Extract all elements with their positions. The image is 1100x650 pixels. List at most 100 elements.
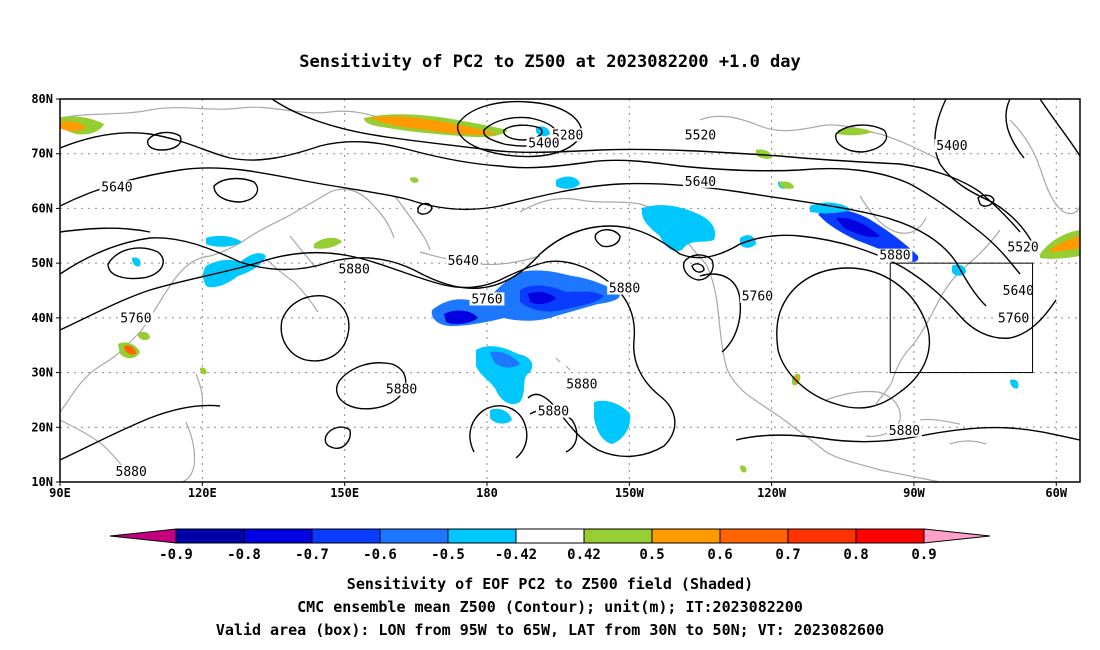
coastline-arctic-canada xyxy=(699,115,941,161)
positive-patch-pacific-2 xyxy=(200,367,207,375)
lat-tick-label-4: 50N xyxy=(31,256,53,270)
contour-label-bg-2 xyxy=(683,128,718,142)
map-frame xyxy=(59,98,1081,483)
lon-tick-label-0: 90E xyxy=(49,486,71,500)
lon-tick-label-2: 150E xyxy=(330,486,359,500)
contour-5640-main xyxy=(60,167,987,307)
colorbar-box-7 xyxy=(651,528,721,544)
contour-label-1: 5400 xyxy=(528,137,559,152)
contour-label-13: 5760 xyxy=(742,290,773,305)
contour-label-bg-4 xyxy=(99,180,135,194)
colorbar-label-3: -0.6 xyxy=(363,547,397,563)
positive-patch-pacific-3 xyxy=(740,465,747,473)
colorbar-label-4: -0.5 xyxy=(431,547,465,563)
colorbar-box-10 xyxy=(855,528,925,544)
lon-tick-label-3: 180 xyxy=(476,486,498,500)
lat-tick-label-3: 40N xyxy=(31,311,53,325)
caption-contour: CMC ensemble mean Z500 (Contour); unit(m… xyxy=(297,598,803,616)
contour-5880-high xyxy=(775,267,931,409)
lat-tick-label-6: 70N xyxy=(31,147,53,161)
colorbar-box-3 xyxy=(379,528,449,544)
lon-tick-label-6: 90W xyxy=(903,486,925,500)
lon-tick-label-5: 120W xyxy=(757,486,787,500)
contour-label-7: 5640 xyxy=(448,254,479,269)
coastline-hudson-bay xyxy=(859,195,927,234)
negative-patch-subtropical xyxy=(594,400,631,444)
contour-closed-siberia-1 xyxy=(213,177,259,203)
positive-patch-nw-corner-core xyxy=(60,121,86,131)
lon-tick-label-4: 150W xyxy=(615,486,645,500)
contour-5520-east xyxy=(934,99,1080,247)
lat-tick-label-1: 20N xyxy=(31,420,53,434)
contour-label-12: 5880 xyxy=(609,282,640,297)
colorbar-low-extend xyxy=(109,528,177,544)
contour-label-bg-7 xyxy=(445,254,481,268)
figure-title: Sensitivity of PC2 to Z500 at 2023082200… xyxy=(299,52,801,72)
colorbar-label-9: 0.7 xyxy=(775,547,800,563)
latitude-axis: 10N 20N 30N 40N 50N 60N 70N 80N xyxy=(31,92,60,489)
colorbar-box-8 xyxy=(719,528,789,544)
colorbar-box-2 xyxy=(311,528,381,544)
colorbar-label-11: 0.9 xyxy=(911,547,936,563)
contour-closed-aleutian xyxy=(594,229,621,248)
contour-5880-closed-1 xyxy=(280,295,350,362)
contour-label-bg-5 xyxy=(683,174,718,188)
positive-patch-canada-2 xyxy=(780,181,794,189)
contour-label-15: 5760 xyxy=(998,312,1029,327)
contour-label-6: 5520 xyxy=(1007,240,1038,255)
colorbar-label-10: 0.8 xyxy=(843,547,868,563)
contour-label-bg-17 xyxy=(564,377,600,391)
colorbar-label-2: -0.7 xyxy=(295,547,329,563)
colorbar-box-1 xyxy=(243,528,313,544)
coastline-greenland xyxy=(1009,119,1080,215)
negative-patch-arctic xyxy=(536,126,550,137)
contour-label-5: 5640 xyxy=(685,175,716,190)
positive-patch-pacific-1 xyxy=(138,331,150,341)
negative-patch-east-asia xyxy=(203,253,266,288)
positive-patch-hudson xyxy=(838,127,872,136)
negative-patch-misc-2 xyxy=(1010,379,1019,389)
contour-label-bg-1 xyxy=(526,136,562,150)
lat-tick-label-0: 10N xyxy=(31,475,53,489)
contour-low-alaska xyxy=(682,254,714,281)
contour-5760-closed-south xyxy=(107,247,164,280)
positive-patch-south-china-core xyxy=(124,345,136,355)
contour-label-bg-3 xyxy=(934,139,970,153)
contour-label-18: 5880 xyxy=(538,405,569,420)
negative-patch-misc-1 xyxy=(132,257,141,267)
colorbar-label-7: 0.5 xyxy=(639,547,664,563)
contour-label-8: 5880 xyxy=(338,262,369,277)
positive-patch-east-edge-core xyxy=(1050,236,1080,252)
caption-shading: Sensitivity of EOF PC2 to Z500 field (Sh… xyxy=(347,575,753,593)
contour-label-bg-8 xyxy=(336,262,372,276)
contour-label-bg-19 xyxy=(887,423,922,437)
lat-tick-label-5: 60N xyxy=(31,201,53,215)
coastline-east-na xyxy=(891,229,1001,383)
contour-5400-low xyxy=(456,100,583,158)
colorbar-box-6 xyxy=(583,528,653,544)
contour-label-bg-16 xyxy=(384,382,419,396)
negative-patch-great-lakes-halo xyxy=(810,202,852,214)
contour-5880-sub-1 xyxy=(469,405,528,459)
valid-area-box xyxy=(889,262,1034,374)
lat-tick-label-7: 80N xyxy=(31,92,53,106)
contour-label-3: 5400 xyxy=(936,139,967,154)
contour-label-17: 5880 xyxy=(566,377,597,392)
negative-patch-subtropical-2 xyxy=(490,408,512,424)
colorbar-box-0 xyxy=(175,528,245,544)
coastlines xyxy=(60,106,1080,482)
colorbar: -0.9 -0.8 -0.7 -0.6 -0.5 -0.42 0.42 0.5 0.6 0.7 0.… xyxy=(109,528,991,563)
caption-valid-area: Valid area (box): LON from 95W to 65W, L… xyxy=(216,621,884,639)
contour-label-bg-10 xyxy=(1000,284,1036,298)
contour-label-bg-6 xyxy=(1005,240,1041,254)
colorbar-box-5 xyxy=(515,528,585,544)
coastline-central-america xyxy=(825,451,941,482)
z500-contours xyxy=(60,99,1080,461)
coastline-indochina xyxy=(60,419,127,473)
negative-patch-central-pacific-inner xyxy=(490,351,520,368)
lat-tick-label-2: 30N xyxy=(31,366,53,380)
contour-closed-siberia-2 xyxy=(146,131,182,151)
